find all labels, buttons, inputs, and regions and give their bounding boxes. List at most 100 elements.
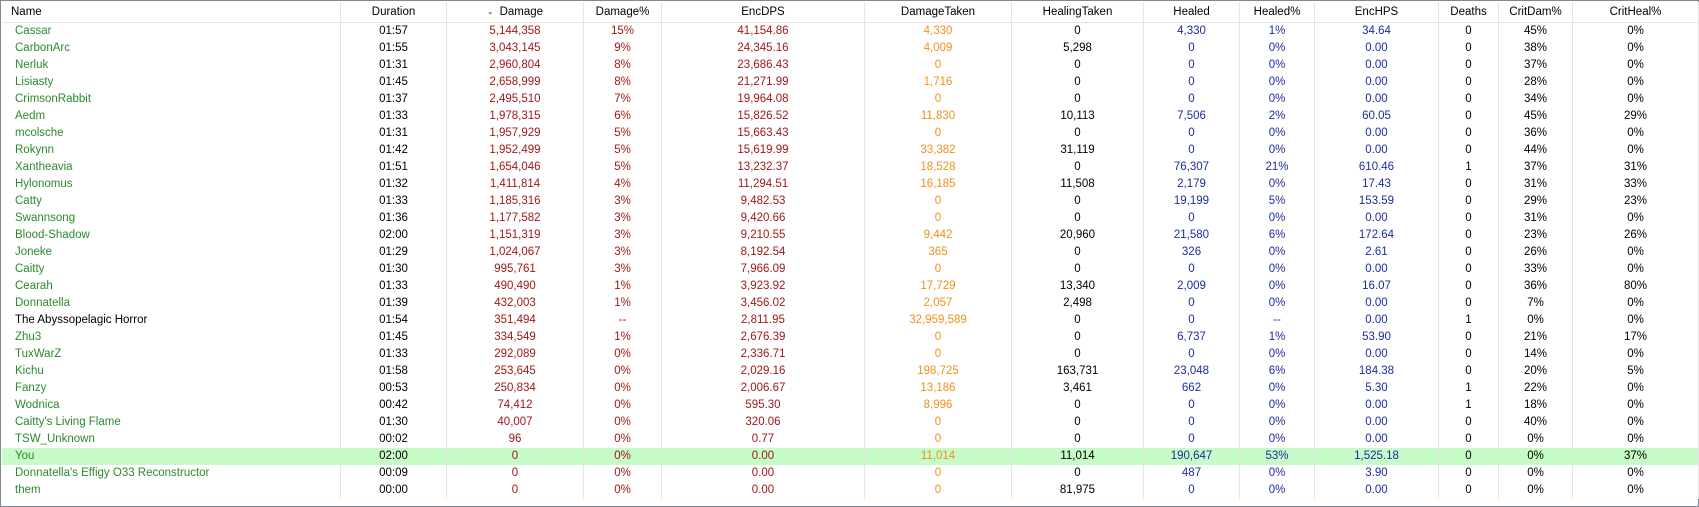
cell-name: Cassar xyxy=(2,23,341,40)
cell-damage-taken: 13,186 xyxy=(865,380,1012,397)
cell-healed: 662 xyxy=(1144,380,1240,397)
cell-name: Lisiasty xyxy=(2,74,341,91)
cell-deaths: 0 xyxy=(1439,482,1499,499)
table-row[interactable]: Zhu3 01:45 334,549 1% 2,676.39 0 0 6,737 1% 53.90… xyxy=(2,329,1699,346)
cell-critdam-pct: 0% xyxy=(1499,482,1573,499)
table-row[interactable]: Kichu 01:58 253,645 0% 2,029.16 198,725 163,73… xyxy=(2,363,1699,380)
table-row[interactable]: Blood-Shadow 02:00 1,151,319 3% 9,210.55 9,44… xyxy=(2,227,1699,244)
column-header-enchps[interactable]: EncHPS xyxy=(1315,2,1439,22)
table-row[interactable]: CarbonArc 01:55 3,043,145 9% 24,345.16 4,009 5… xyxy=(2,40,1699,57)
cell-damage-pct: 5% xyxy=(584,142,662,159)
column-header-label: Name xyxy=(11,6,42,18)
cell-damage: 2,495,510 xyxy=(447,91,584,108)
table-row[interactable]: CrimsonRabbit 01:37 2,495,510 7% 19,964.08 0 0… xyxy=(2,91,1699,108)
cell-damage-pct: 1% xyxy=(584,295,662,312)
cell-deaths: 0 xyxy=(1439,295,1499,312)
cell-enchps: 3.90 xyxy=(1315,465,1439,482)
cell-enchps: 34.64 xyxy=(1315,23,1439,40)
column-header-healed-pct[interactable]: Healed% xyxy=(1240,2,1315,22)
table-row[interactable]: TuxWarZ 01:33 292,089 0% 2,336.71 0 0 0 0% 0.00 0 1… xyxy=(2,346,1699,363)
table-row[interactable]: mcolsche 01:31 1,957,929 5% 15,663.43 0 0 0 0% 0.… xyxy=(2,125,1699,142)
table-row[interactable]: Catty 01:33 1,185,316 3% 9,482.53 0 0 19,199 5% 1… xyxy=(2,193,1699,210)
cell-encdps: 0.00 xyxy=(662,448,865,465)
column-header-label: CritDam% xyxy=(1509,6,1562,18)
table-row[interactable]: Swannsong 01:36 1,177,582 3% 9,420.66 0 0 0 0% 0.… xyxy=(2,210,1699,227)
table-row[interactable]: TSW_Unknown 00:02 96 0% 0.77 0 0 0 0% 0.00 0 0% 0% xyxy=(2,431,1699,448)
cell-damage-taken: 198,725 xyxy=(865,363,1012,380)
column-header-label: HealingTaken xyxy=(1042,6,1113,18)
table-row[interactable]: Xantheavia 01:51 1,654,046 5% 13,232.37 18,52… xyxy=(2,159,1699,176)
cell-critheal-pct: 33% xyxy=(1573,176,1699,193)
cell-encdps: 0.77 xyxy=(662,431,865,448)
table-row[interactable]: Cearah 01:33 490,490 1% 3,923.92 17,729 13,340… xyxy=(2,278,1699,295)
cell-damage-pct: -- xyxy=(584,312,662,329)
table-row[interactable]: Hylonomus 01:32 1,411,814 4% 11,294.51 16,185… xyxy=(2,176,1699,193)
cell-name: Rokynn xyxy=(2,142,341,159)
column-header-encdps[interactable]: EncDPS xyxy=(662,2,865,22)
cell-healing-taken: 2,498 xyxy=(1012,295,1144,312)
column-header-critdam-pct[interactable]: CritDam% xyxy=(1499,2,1573,22)
cell-critdam-pct: 31% xyxy=(1499,176,1573,193)
column-header-damage-pct[interactable]: Damage% xyxy=(584,2,662,22)
cell-name: Nerluk xyxy=(2,57,341,74)
cell-enchps: 0.00 xyxy=(1315,431,1439,448)
table-row[interactable]: Lisiasty 01:45 2,658,999 8% 21,271.99 1,716 0 0… xyxy=(2,74,1699,91)
cell-healing-taken: 0 xyxy=(1012,261,1144,278)
cell-healing-taken: 0 xyxy=(1012,329,1144,346)
cell-damage-pct: 9% xyxy=(584,40,662,57)
table-row[interactable]: Fanzy 00:53 250,834 0% 2,006.67 13,186 3,461 66… xyxy=(2,380,1699,397)
cell-critheal-pct: 0% xyxy=(1573,210,1699,227)
cell-critheal-pct: 0% xyxy=(1573,346,1699,363)
cell-critheal-pct: 5% xyxy=(1573,363,1699,380)
cell-damage-taken: 0 xyxy=(865,91,1012,108)
column-header-duration[interactable]: Duration xyxy=(341,2,447,22)
cell-damage: 334,549 xyxy=(447,329,584,346)
column-header-healed[interactable]: Healed xyxy=(1144,2,1240,22)
cell-critheal-pct: 0% xyxy=(1573,125,1699,142)
cell-damage-pct: 5% xyxy=(584,125,662,142)
cell-deaths: 0 xyxy=(1439,465,1499,482)
table-row[interactable]: Caitty 01:30 995,761 3% 7,966.09 0 0 0 0% 0.00 0 33… xyxy=(2,261,1699,278)
cell-critheal-pct: 0% xyxy=(1573,91,1699,108)
column-header-damage-taken[interactable]: DamageTaken xyxy=(865,2,1012,22)
table-row[interactable]: Joneke 01:29 1,024,067 3% 8,192.54 365 0 326 0% 2… xyxy=(2,244,1699,261)
table-row[interactable]: Cassar 01:57 5,144,358 15% 41,154.86 4,330 0 4,… xyxy=(2,23,1699,40)
cell-damage-pct: 15% xyxy=(584,23,662,40)
cell-duration: 01:57 xyxy=(341,23,447,40)
cell-deaths: 0 xyxy=(1439,244,1499,261)
table-row[interactable]: The Abyssopelagic Horror 01:54 351,494 -- 2,… xyxy=(2,312,1699,329)
cell-deaths: 0 xyxy=(1439,261,1499,278)
cell-critdam-pct: 21% xyxy=(1499,329,1573,346)
table-row[interactable]: Donnatella's Effigy O33 Reconstructor 00:… xyxy=(2,465,1699,482)
table-row[interactable]: You 02:00 0 0% 0.00 11,014 11,014 190,647 53% 1,5… xyxy=(2,448,1699,465)
cell-name: Cearah xyxy=(2,278,341,295)
cell-enchps: 184.38 xyxy=(1315,363,1439,380)
table-row[interactable]: Rokynn 01:42 1,952,499 5% 15,619.99 33,382 31,… xyxy=(2,142,1699,159)
cell-healed: 2,009 xyxy=(1144,278,1240,295)
column-header-damage[interactable]: ⌄ Damage xyxy=(447,2,584,22)
table-row[interactable]: Caitty's Living Flame 01:30 40,007 0% 320.06… xyxy=(2,414,1699,431)
table-row[interactable]: Aedm 01:33 1,978,315 6% 15,826.52 11,830 10,11… xyxy=(2,108,1699,125)
cell-damage: 1,151,319 xyxy=(447,227,584,244)
cell-damage: 1,952,499 xyxy=(447,142,584,159)
cell-healing-taken: 11,508 xyxy=(1012,176,1144,193)
column-header-deaths[interactable]: Deaths xyxy=(1439,2,1499,22)
table-row[interactable]: them 00:00 0 0% 0.00 0 81,975 0 0% 0.00 0 0% 0% xyxy=(2,482,1699,499)
cell-deaths: 0 xyxy=(1439,278,1499,295)
table-row[interactable]: Nerluk 01:31 2,960,804 8% 23,686.43 0 0 0 0% 0.00… xyxy=(2,57,1699,74)
table-row[interactable]: Donnatella 01:39 432,003 1% 3,456.02 2,057 2,4… xyxy=(2,295,1699,312)
cell-deaths: 1 xyxy=(1439,159,1499,176)
cell-name: mcolsche xyxy=(2,125,341,142)
column-header-healing-taken[interactable]: HealingTaken xyxy=(1012,2,1144,22)
cell-duration: 01:33 xyxy=(341,278,447,295)
cell-deaths: 1 xyxy=(1439,397,1499,414)
cell-healed: 0 xyxy=(1144,74,1240,91)
cell-healed-pct: 0% xyxy=(1240,465,1315,482)
cell-healed-pct: 21% xyxy=(1240,159,1315,176)
cell-damage-pct: 0% xyxy=(584,346,662,363)
cell-critheal-pct: 0% xyxy=(1573,57,1699,74)
column-header-name[interactable]: Name xyxy=(2,2,341,22)
cell-encdps: 8,192.54 xyxy=(662,244,865,261)
column-header-critheal-pct[interactable]: CritHeal% xyxy=(1573,2,1699,22)
table-row[interactable]: Wodnica 00:42 74,412 0% 595.30 8,996 0 0 0% 0.00 1… xyxy=(2,397,1699,414)
